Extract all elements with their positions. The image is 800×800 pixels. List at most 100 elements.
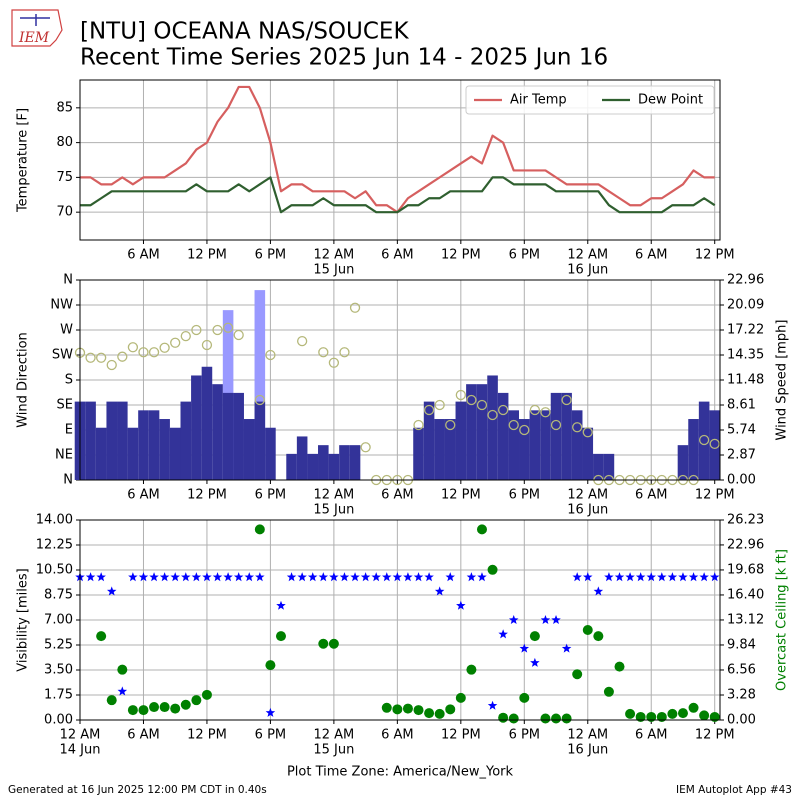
footer-left: Generated at 16 Jun 2025 12:00 PM CDT in…	[8, 784, 267, 796]
point	[318, 638, 329, 649]
x-tick-label: 12 PM	[187, 728, 227, 743]
point	[127, 705, 138, 716]
bar	[582, 427, 594, 480]
bar	[201, 366, 213, 480]
bar	[307, 453, 319, 480]
y-tick-label: NE	[55, 448, 73, 463]
point	[667, 708, 678, 719]
logo-outline	[11, 9, 63, 47]
star-point	[212, 572, 223, 582]
bar	[212, 384, 223, 480]
point	[593, 631, 604, 642]
x-tick-label: 6 AM	[635, 248, 668, 263]
star-point	[191, 572, 202, 582]
point	[677, 708, 688, 719]
bar	[159, 419, 170, 480]
y2-tick-label: 8.61	[727, 398, 756, 413]
bar	[180, 401, 192, 480]
star-point	[202, 572, 212, 582]
point	[180, 699, 191, 710]
bar	[688, 419, 699, 480]
star-point	[699, 572, 709, 582]
y2-tick-label: 2.87	[727, 448, 756, 463]
x-tick-label: 6 PM	[509, 728, 540, 743]
point	[445, 419, 456, 431]
y-tick-label: S	[65, 373, 73, 388]
star-point	[117, 686, 128, 696]
point	[318, 347, 329, 358]
bar	[434, 419, 445, 480]
x-tick-label: 12 AM	[313, 248, 354, 263]
point	[487, 564, 498, 575]
point	[201, 339, 213, 351]
y2-tick-label: 5.74	[727, 423, 756, 438]
point	[349, 302, 361, 313]
star-point	[551, 615, 561, 625]
bar	[127, 427, 139, 480]
bar	[254, 401, 266, 480]
y2-tick-label: 17.22	[727, 323, 764, 338]
point	[106, 359, 117, 371]
bar	[106, 401, 118, 480]
star-point	[561, 643, 572, 653]
bar	[117, 401, 128, 480]
y2-tick-label: 11.48	[727, 373, 764, 388]
point	[561, 713, 572, 724]
point	[170, 337, 181, 348]
point	[646, 711, 657, 722]
point	[339, 347, 350, 358]
y-tick-label: 14.00	[36, 513, 73, 528]
bar	[466, 384, 477, 480]
bar	[550, 392, 562, 480]
line-series	[80, 176, 716, 214]
bar	[222, 392, 234, 480]
y-tick-label: 8.75	[44, 588, 73, 603]
bar	[455, 401, 467, 480]
y-tick-label: SW	[52, 348, 73, 363]
star-point	[170, 572, 180, 582]
star-point	[487, 700, 498, 710]
star-point	[583, 572, 593, 582]
star-point	[265, 707, 276, 717]
x-tick-label: 12 PM	[441, 488, 481, 503]
x-tick-label: 12 PM	[187, 248, 227, 263]
x-tick-label: 12 AM	[60, 728, 101, 743]
point	[275, 631, 286, 642]
point	[191, 324, 202, 336]
star-point	[392, 572, 403, 582]
point	[265, 660, 276, 671]
star-point	[85, 572, 96, 582]
x-tick-sublabel: 15 Jun	[313, 743, 354, 758]
point	[149, 702, 160, 713]
x-tick-label: 12 AM	[567, 728, 608, 743]
x-tick-label: 6 PM	[509, 488, 540, 503]
x-tick-label: 6 PM	[255, 728, 286, 743]
point	[148, 347, 160, 358]
plot-frame	[79, 79, 721, 241]
bar	[529, 410, 541, 480]
x-tick-sublabel: 16 Jun	[567, 503, 608, 518]
x-tick-label: 12 PM	[695, 248, 735, 263]
point	[688, 702, 699, 713]
y-tick-label: NW	[50, 298, 73, 313]
bar	[243, 419, 255, 480]
point	[180, 330, 191, 342]
point	[127, 342, 139, 353]
point	[625, 708, 636, 719]
bar	[413, 427, 424, 480]
y2-tick-label: 22.96	[727, 537, 764, 552]
bar	[698, 401, 710, 480]
x-tick-label: 6 PM	[255, 488, 286, 503]
point	[296, 335, 308, 347]
point	[138, 347, 149, 358]
bar	[286, 453, 297, 480]
star-point	[297, 572, 307, 582]
y-tick-label: SE	[57, 398, 73, 413]
y2-tick-label: 19.68	[727, 562, 764, 577]
star-point	[413, 572, 424, 582]
point	[519, 424, 530, 436]
y2-axis-label: Overcast Ceiling [k ft]	[775, 549, 790, 691]
point	[498, 712, 509, 723]
